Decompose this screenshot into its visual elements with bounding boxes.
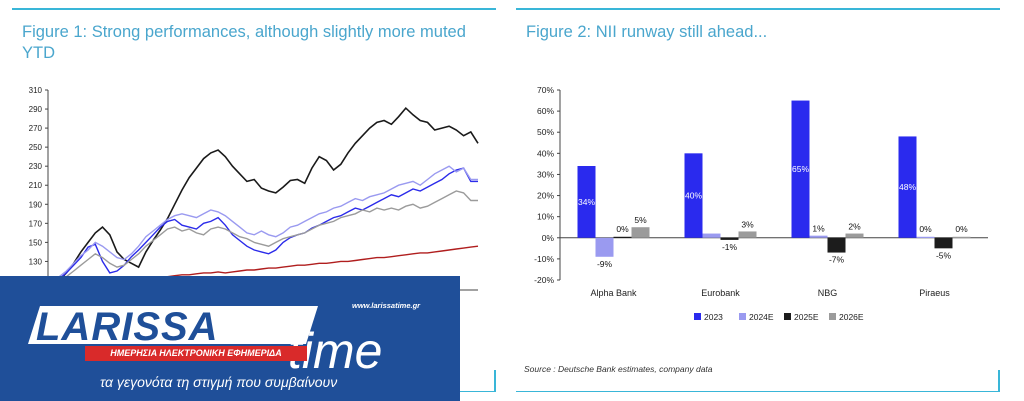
fig1-y-tick-label: 270: [29, 124, 43, 133]
fig2-data-label: 40%: [685, 191, 702, 201]
fig1-y-tick-label: 170: [29, 219, 43, 228]
logo-subtitle: ΗΜΕΡΗΣΙΑ ΗΛΕΚΤΡΟΝΙΚΗ ΕΦΗΜΕΡΙΔΑ: [85, 346, 307, 361]
fig2-data-label: -5%: [936, 250, 952, 260]
fig2-category-label: Piraeus: [919, 288, 950, 298]
fig2-category-label: NBG: [818, 288, 838, 298]
fig2-y-tick-label: -10%: [534, 254, 554, 264]
fig2-bar-2023: [684, 153, 703, 238]
fig2-legend-label-2026E: 2026E: [839, 312, 864, 322]
fig2-bar-2026E: [631, 227, 650, 238]
fig2-y-tick-label: 20%: [537, 191, 554, 201]
fig2-data-label: 5%: [634, 215, 647, 225]
fig2-legend-swatch-2023: [694, 313, 701, 320]
fig2-bar-2025E: [934, 237, 953, 249]
fig2-y-tick-label: 40%: [537, 148, 554, 158]
fig1-y-tick-label: 210: [29, 181, 43, 190]
fig2-data-label: 3%: [741, 219, 754, 229]
figure2-title: Figure 2: NII runway still ahead...: [526, 23, 768, 41]
fig2-bar-2026E: [845, 233, 864, 238]
fig2-category-label: Alpha Bank: [590, 288, 637, 298]
figure2-panel: Figure 2: NII runway still ahead... 70% 6…: [516, 0, 1000, 392]
fig2-y-tick-label: 70%: [537, 85, 554, 95]
fig2-data-label: -7%: [829, 255, 845, 265]
fig2-y-tick-label: 60%: [537, 106, 554, 116]
figure2-top-rule: [516, 8, 1000, 10]
fig2-data-label: 0%: [616, 224, 629, 234]
fig2-bar-2025E: [720, 237, 739, 240]
fig2-legend-label-2023: 2023: [704, 312, 723, 322]
fig1-series-line-light-purple: [51, 165, 478, 283]
fig2-bar-2025E: [827, 237, 846, 253]
fig1-y-tick-label: 130: [29, 257, 43, 266]
figure1-top-rule: [12, 8, 496, 10]
logo-main-text: LARISSA: [36, 305, 219, 349]
fig2-legend-label-2024E: 2024E: [749, 312, 774, 322]
fig2-y-tick-label: 30%: [537, 169, 554, 179]
figure2-source: Source : Deutsche Bank estimates, compan…: [524, 364, 713, 374]
fig2-y-tick-label: 10%: [537, 212, 554, 222]
fig2-legend-label-2025E: 2025E: [794, 312, 819, 322]
fig2-bar-2026E: [738, 231, 757, 238]
fig1-y-tick-label: 230: [29, 162, 43, 171]
fig1-y-tick-label: 150: [29, 238, 43, 247]
figure2-bar-chart: 70% 60% 50% 40% 30% 20% 10% 0% -10% -20% 34% -9% 0% 5…: [534, 85, 988, 322]
logo-site-url: www.larissatime.gr: [352, 301, 421, 310]
fig1-y-tick-label: 290: [29, 105, 43, 114]
fig2-bar-2023: [791, 100, 810, 238]
fig2-bar-2024E: [702, 233, 721, 238]
fig2-data-label: -9%: [597, 259, 613, 269]
fig2-y-tick-label: -20%: [534, 275, 554, 285]
logo-white-band: [28, 306, 318, 344]
fig1-y-tick-label: 310: [29, 86, 43, 95]
figure1-corner-rule: [494, 370, 496, 392]
fig2-bar-2024E: [595, 237, 614, 257]
fig1-y-tick-label: 190: [29, 200, 43, 209]
fig2-y-tick-label: 0%: [542, 233, 555, 243]
fig2-data-label: 0%: [919, 224, 932, 234]
larissatime-logo: LARISSA time: [28, 305, 382, 379]
fig2-bar-2023: [577, 166, 596, 238]
fig2-legend-swatch-2024E: [739, 313, 746, 320]
fig1-series-line-gray: [51, 190, 478, 285]
fig1-series-line-blue: [51, 167, 478, 286]
fig2-bar-2026E: [952, 236, 971, 238]
larissatime-banner[interactable]: LARISSA time www.larissatime.gr ΗΜΕΡΗΣΙΑ…: [0, 276, 460, 401]
fig1-y-tick-label: 250: [29, 143, 43, 152]
figure2-bottom-rule: [516, 391, 1000, 392]
fig2-bar-2024E: [809, 235, 828, 238]
fig2-bar-2024E: [916, 236, 935, 238]
fig2-bar-2025E: [613, 236, 632, 238]
fig1-series-line-black: [51, 106, 479, 288]
fig2-data-label: -1%: [722, 242, 738, 252]
fig2-y-tick-label: 50%: [537, 127, 554, 137]
fig2-legend-swatch-2026E: [829, 313, 836, 320]
figure2-corner-rule: [998, 370, 1000, 392]
fig2-data-label: 2%: [848, 222, 861, 232]
fig2-data-label: 0%: [955, 224, 968, 234]
fig2-category-label: Eurobank: [701, 288, 740, 298]
fig2-data-label: 34%: [578, 197, 595, 207]
logo-tagline: τα γεγονότα τη στιγμή που συμβαίνουν: [100, 374, 338, 390]
fig2-data-label: 1%: [812, 224, 825, 234]
fig2-bar-2023: [898, 136, 917, 238]
fig2-data-label: 48%: [899, 182, 916, 192]
fig2-data-label: 65%: [792, 164, 809, 174]
figure1-title: Figure 1: Strong performances, although …: [22, 23, 466, 62]
fig2-legend-swatch-2025E: [784, 313, 791, 320]
